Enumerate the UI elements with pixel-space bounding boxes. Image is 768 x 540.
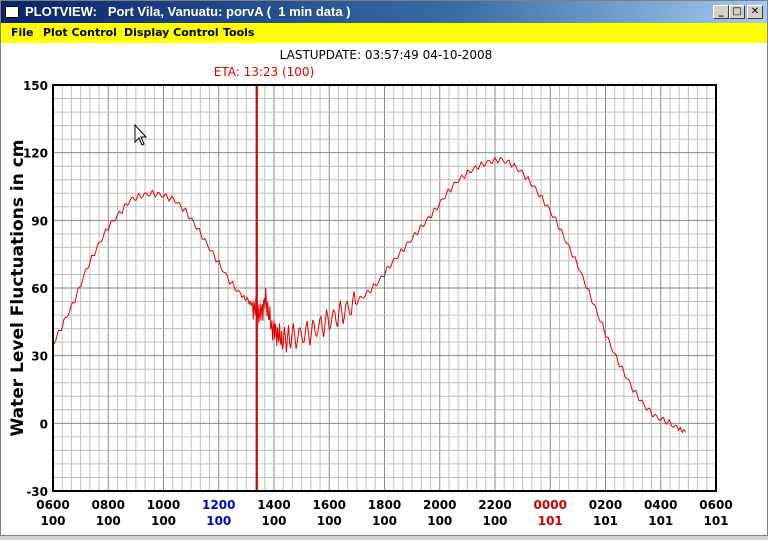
x-tick-time-label: 0600	[36, 498, 69, 512]
x-tick-time-label: 0600	[699, 498, 732, 512]
y-tick-label: 60	[31, 282, 48, 296]
x-tick-day-label: 100	[372, 514, 397, 528]
x-tick-labels: 0600 100 0800 100 1000 100 1200 100 1400 100 1600 1…	[36, 498, 732, 528]
y-tick-label: 30	[31, 350, 48, 364]
x-tick-time-label: 2000	[423, 498, 456, 512]
x-tick-day-label: 101	[703, 514, 728, 528]
menu-plot-control[interactable]: Plot Control	[43, 26, 117, 39]
x-tick-day-label: 100	[40, 514, 65, 528]
x-tick-time-label: 1000	[147, 498, 180, 512]
water-level-series	[52, 156, 687, 434]
y-tick-label: -30	[26, 485, 48, 499]
window-title: PLOTVIEW: Port Vila, Vanuatu: porvA ( 1 …	[25, 4, 351, 19]
y-tick-label: 0	[40, 417, 48, 431]
x-tick-day-label: 100	[96, 514, 121, 528]
x-tick-day-label: 100	[151, 514, 176, 528]
mouse-cursor-icon	[134, 123, 148, 146]
x-tick-time-label: 0200	[589, 498, 622, 512]
x-tick-time-label: 0000	[534, 498, 567, 512]
x-tick-day-label: 100	[427, 514, 452, 528]
y-tick-label: 90	[31, 214, 48, 228]
x-tick-time-label: 1600	[313, 498, 346, 512]
x-tick-day-label: 100	[317, 514, 342, 528]
water-level-chart[interactable]: LASTUPDATE: 03:57:49 04-10-2008 ETA: 13:…	[1, 43, 767, 535]
close-icon: ✕	[750, 6, 760, 17]
x-tick-day-label: 101	[593, 514, 618, 528]
y-tick-label: 120	[23, 147, 48, 161]
x-tick-day-label: 100	[482, 514, 507, 528]
plot-frame	[52, 84, 717, 492]
x-tick-day-label: 101	[648, 514, 673, 528]
y-tick-labels: 150 120 90 60 30 0 -30	[23, 79, 48, 499]
eta-label: ETA: 13:23 (100)	[214, 65, 315, 79]
maximize-button[interactable]: □	[729, 5, 745, 19]
x-tick-day-label: 100	[261, 514, 286, 528]
x-tick-time-label: 1400	[257, 498, 290, 512]
app-icon	[5, 6, 19, 18]
menu-tools[interactable]: Tools	[223, 26, 255, 39]
x-tick-time-label: 2200	[478, 498, 511, 512]
x-tick-time-label: 0400	[644, 498, 677, 512]
minimize-button[interactable]: _	[713, 5, 729, 19]
minimize-icon: _	[718, 6, 724, 17]
x-tick-time-label: 1200	[202, 498, 235, 512]
menu-display-control[interactable]: Display Control	[124, 26, 219, 39]
title-bar: PLOTVIEW: Port Vila, Vanuatu: porvA ( 1 …	[1, 1, 767, 23]
x-tick-day-label: 100	[206, 514, 231, 528]
lastupdate-label: LASTUPDATE: 03:57:49 04-10-2008	[280, 48, 493, 62]
maximize-icon: □	[732, 6, 742, 17]
y-tick-label: 150	[23, 79, 48, 93]
close-button[interactable]: ✕	[747, 5, 763, 19]
plot-area: LASTUPDATE: 03:57:49 04-10-2008 ETA: 13:…	[1, 43, 767, 535]
grid	[52, 84, 717, 492]
menu-bar: File Plot Control Display Control Tools	[1, 23, 767, 43]
x-tick-time-label: 1800	[368, 498, 401, 512]
x-tick-time-label: 0800	[92, 498, 125, 512]
menu-file[interactable]: File	[11, 26, 34, 39]
y-axis-label: Water Level Fluctuations in cm	[8, 139, 28, 436]
x-tick-day-label: 101	[538, 514, 563, 528]
